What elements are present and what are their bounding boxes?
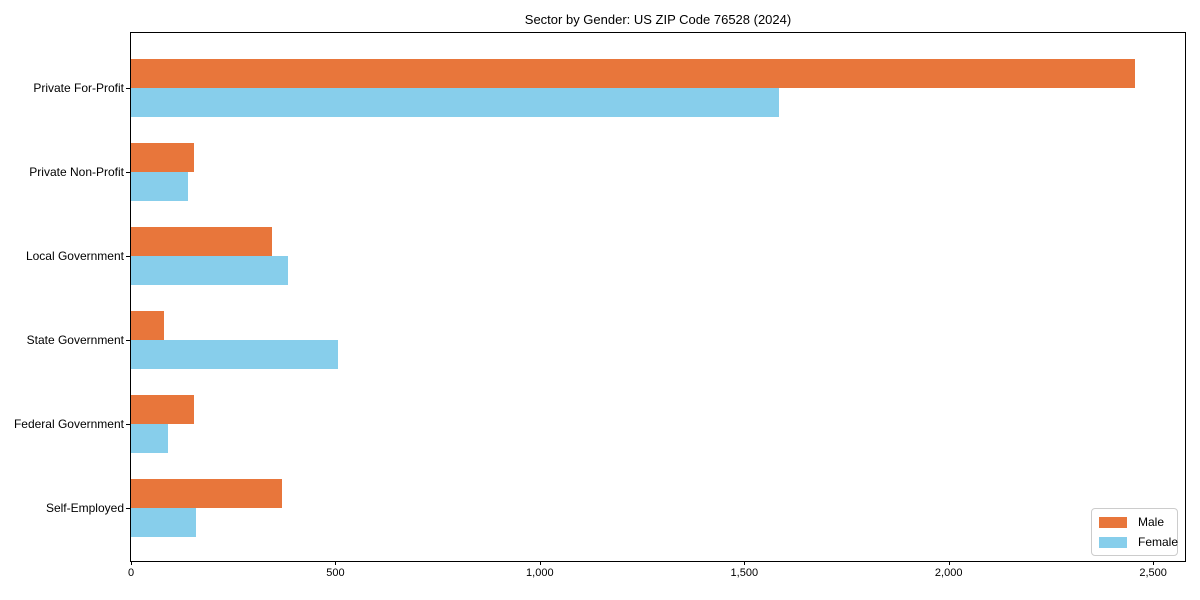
bar-male-3 bbox=[131, 311, 164, 340]
x-tick-label-0: 0 bbox=[127, 567, 135, 579]
bar-male-1 bbox=[131, 143, 195, 172]
male-color-swatch bbox=[1099, 516, 1127, 528]
x-tick-mark bbox=[1153, 561, 1155, 565]
category-label-2: Local Government bbox=[25, 249, 124, 263]
x-tick-mark bbox=[539, 561, 541, 565]
bar-male-2 bbox=[131, 227, 273, 256]
x-tick-mark bbox=[744, 561, 746, 565]
chart-title: Sector by Gender: US ZIP Code 76528 (202… bbox=[524, 12, 792, 27]
legend-item-male: Male bbox=[1099, 514, 1170, 530]
female-color-swatch bbox=[1099, 536, 1127, 548]
x-tick-label-3: 1,500 bbox=[730, 567, 759, 579]
bar-female-1 bbox=[131, 172, 189, 201]
x-tick-mark bbox=[131, 561, 132, 565]
x-tick-mark bbox=[948, 561, 950, 565]
category-label-5: Self-Employed bbox=[45, 501, 124, 515]
bar-male-0 bbox=[131, 59, 1135, 88]
bar-female-4 bbox=[131, 424, 168, 453]
category-label-1: Private Non-Profit bbox=[29, 165, 124, 179]
bar-male-5 bbox=[131, 479, 283, 508]
x-tick-label-5: 2,500 bbox=[1139, 567, 1167, 579]
x-tick-label-1: 500 bbox=[326, 567, 345, 579]
category-label-4: Federal Government bbox=[13, 417, 124, 431]
bar-male-4 bbox=[131, 395, 195, 424]
y-tick-mark bbox=[126, 256, 130, 257]
bar-female-2 bbox=[131, 256, 289, 285]
bar-female-3 bbox=[131, 340, 338, 369]
legend-item-female: Female bbox=[1099, 534, 1178, 550]
x-tick-label-4: 2,000 bbox=[934, 567, 963, 579]
bar-female-5 bbox=[131, 508, 197, 537]
y-tick-mark bbox=[126, 508, 130, 509]
plot-area bbox=[130, 32, 1186, 562]
y-tick-mark bbox=[126, 424, 130, 425]
x-tick-label-2: 1,000 bbox=[526, 567, 554, 579]
y-tick-mark bbox=[126, 340, 130, 341]
legend-label-female: Female bbox=[1138, 535, 1179, 549]
legend-label-male: Male bbox=[1138, 515, 1165, 529]
y-tick-mark bbox=[126, 88, 130, 89]
bar-female-0 bbox=[131, 88, 779, 117]
category-label-0: Private For-Profit bbox=[33, 81, 124, 95]
category-label-3: State Government bbox=[26, 333, 124, 347]
y-tick-mark bbox=[126, 172, 130, 173]
x-tick-mark bbox=[335, 561, 337, 565]
legend: Male Female bbox=[1091, 508, 1178, 556]
